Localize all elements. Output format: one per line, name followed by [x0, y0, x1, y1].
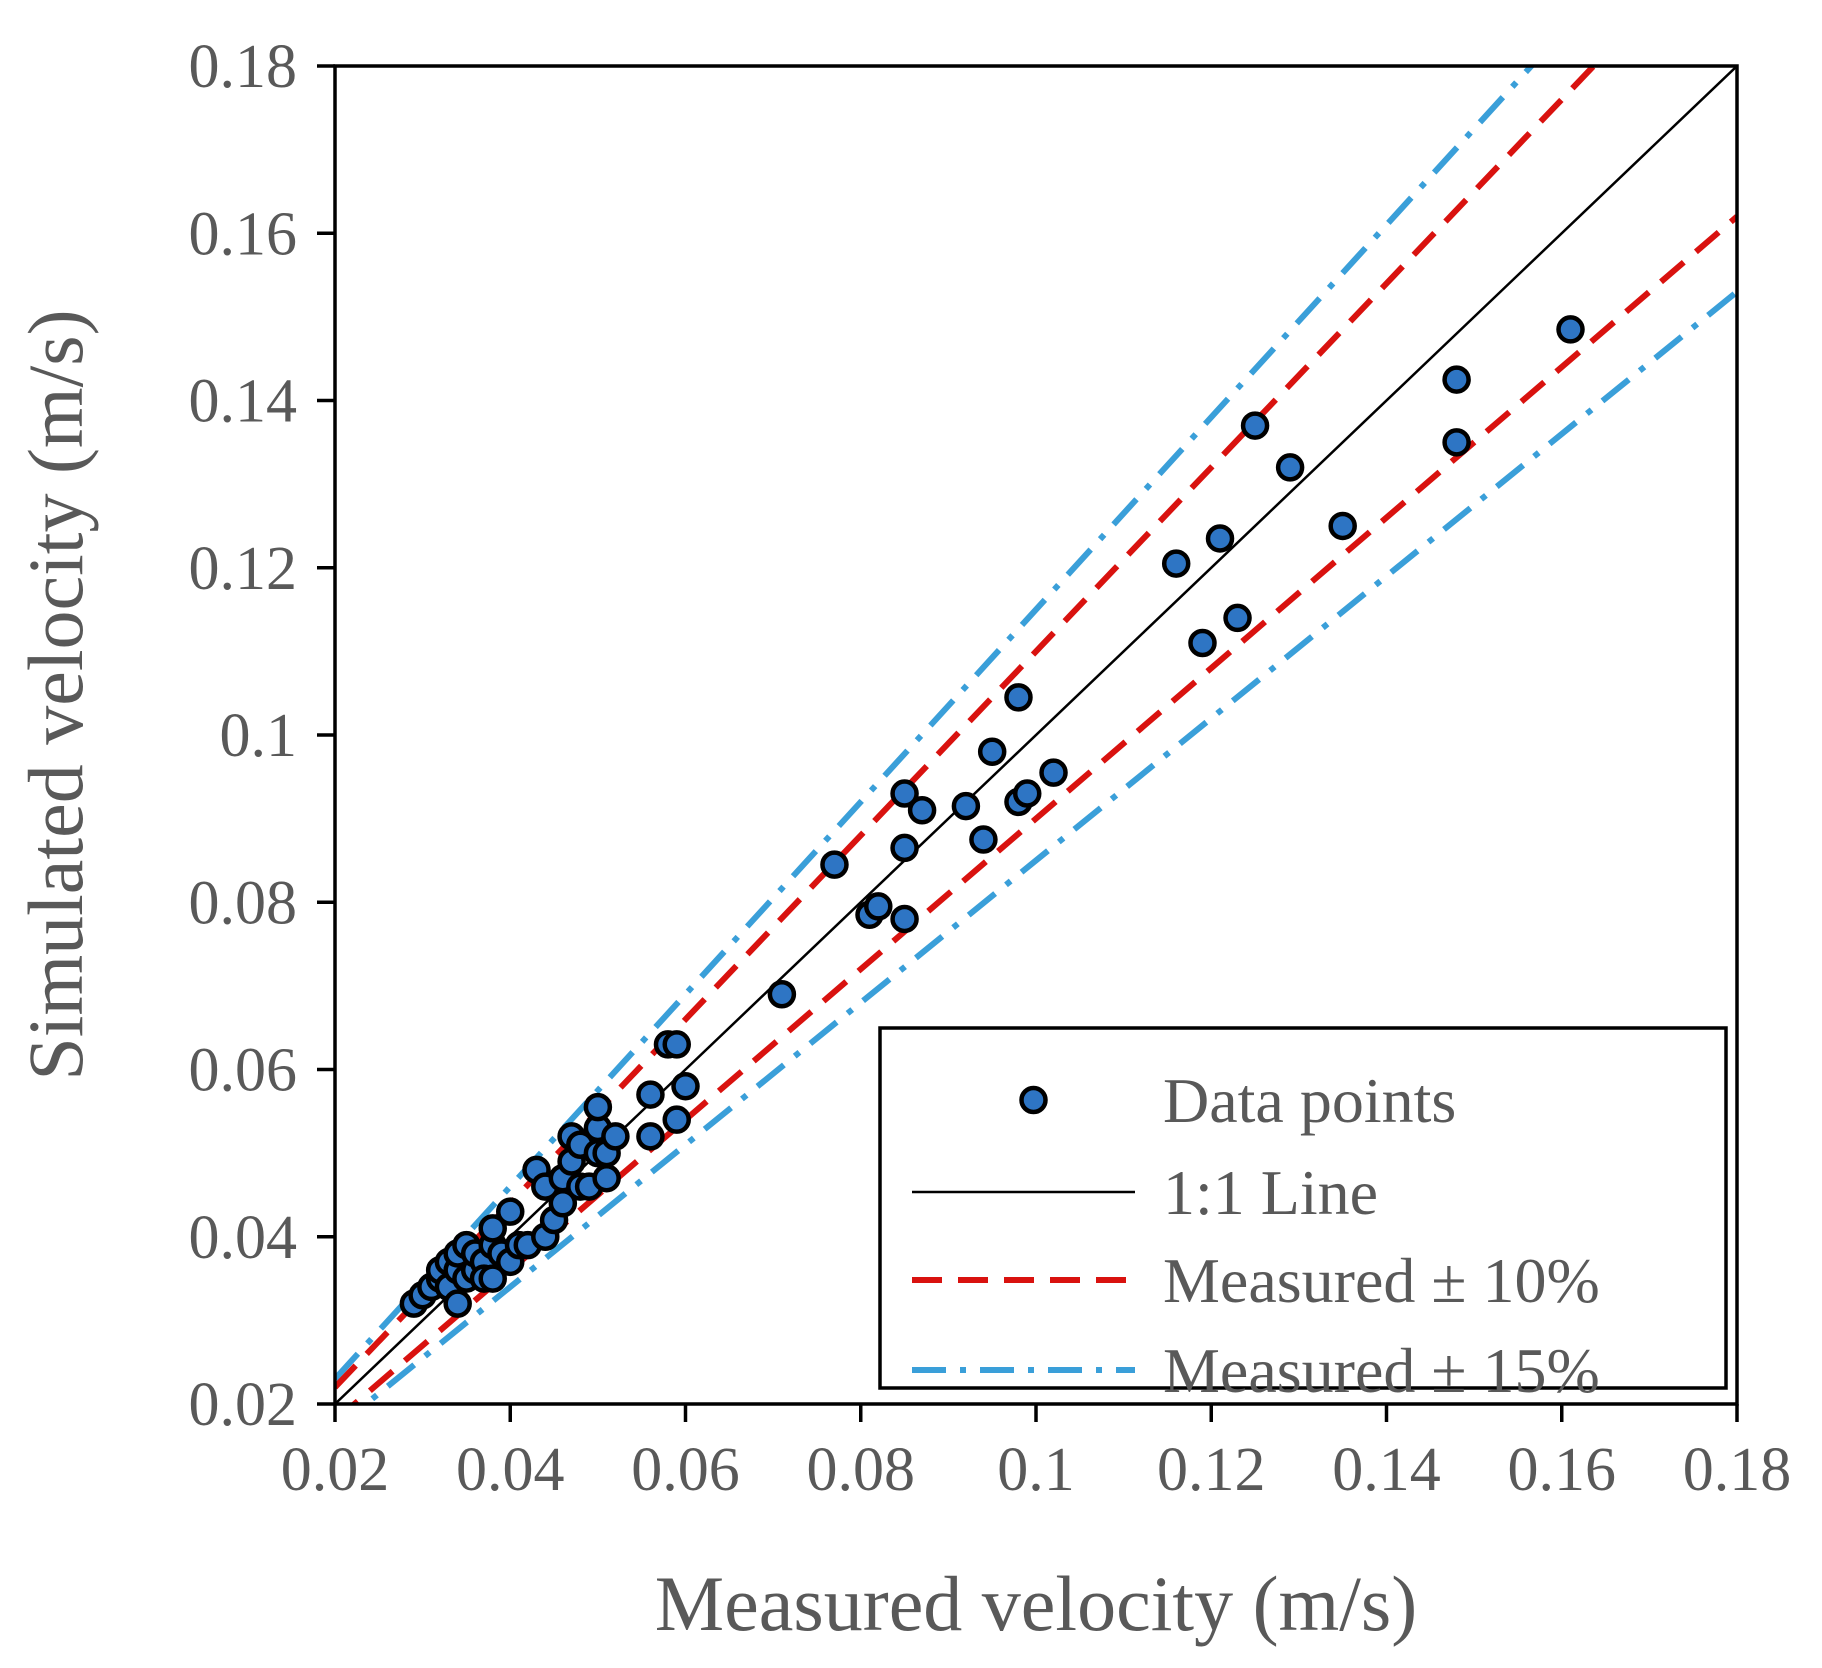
legend-marker-icon — [1019, 1085, 1048, 1115]
data-point — [662, 1105, 691, 1134]
y-tick-label: 0.08 — [189, 869, 298, 937]
x-tick-label: 0.16 — [1508, 1436, 1617, 1504]
y-tick-label: 0.06 — [189, 1037, 298, 1105]
y-tick-label: 0.16 — [189, 200, 298, 268]
y-tick-label: 0.1 — [220, 702, 298, 770]
y-tick-label: 0.02 — [189, 1371, 298, 1439]
data-point — [951, 791, 981, 821]
data-point — [592, 1163, 621, 1193]
data-point — [969, 825, 998, 854]
legend: Data points 1:1 Line Measured ± 10% Measure… — [878, 1026, 1728, 1406]
x-tick-label: 0.08 — [807, 1436, 916, 1504]
data-point — [907, 796, 937, 825]
x-tick-label: 0.04 — [456, 1436, 565, 1504]
y-tick-label: 0.14 — [189, 368, 298, 436]
data-point — [1161, 549, 1191, 578]
legend-label: Measured ± 15% — [1163, 1335, 1600, 1406]
data-point — [890, 904, 919, 934]
y-axis-title: Simulated velocity (m/s) — [12, 309, 99, 1080]
data-point — [443, 1289, 472, 1318]
data-point — [977, 737, 1007, 766]
legend-label: Data points — [1163, 1065, 1456, 1136]
data-point — [1328, 511, 1357, 541]
data-point — [767, 979, 797, 1009]
y-tick-label: 0.04 — [189, 1204, 298, 1272]
data-point — [601, 1122, 630, 1151]
data-point — [1188, 628, 1217, 658]
data-point — [671, 1071, 700, 1101]
data-point — [1556, 315, 1585, 344]
y-tick-label: 0.18 — [189, 33, 298, 101]
data-point — [662, 1030, 691, 1059]
x-axis-title: Measured velocity (m/s) — [655, 1560, 1417, 1647]
legend-label: Measured ± 10% — [1163, 1245, 1600, 1316]
x-tick-label: 0.12 — [1157, 1436, 1266, 1504]
lower-15-percent-line — [361, 289, 1737, 1404]
data-point — [478, 1264, 507, 1293]
data-point — [496, 1197, 525, 1226]
data-point — [636, 1122, 665, 1151]
data-point — [1223, 603, 1252, 633]
data-point — [1275, 453, 1305, 482]
data-point — [1012, 779, 1042, 808]
legend-box — [878, 1026, 1728, 1390]
x-tick-label: 0.02 — [281, 1436, 390, 1504]
data-point — [890, 833, 919, 863]
data-point — [478, 1214, 507, 1243]
data-point — [1240, 411, 1270, 440]
y-axis-ticks: 0.02 0.04 0.06 0.08 0.1 0.12 0.14 0.16 0.18 — [189, 33, 335, 1439]
data-point — [890, 779, 919, 808]
x-tick-label: 0.06 — [631, 1436, 740, 1504]
data-points — [399, 315, 1585, 1318]
lower-10-percent-line — [349, 214, 1737, 1404]
x-tick-label: 0.14 — [1332, 1436, 1441, 1504]
y-tick-label: 0.12 — [189, 535, 298, 603]
x-axis-ticks: 0.02 0.04 0.06 0.08 0.1 0.12 0.14 0.16 0.18 — [281, 1404, 1792, 1504]
legend-label: 1:1 Line — [1163, 1157, 1378, 1228]
x-tick-label: 0.18 — [1683, 1436, 1792, 1504]
data-point — [1442, 428, 1471, 457]
x-tick-label: 0.1 — [997, 1436, 1075, 1504]
data-point — [1004, 683, 1033, 712]
data-point — [864, 892, 893, 921]
data-point — [636, 1080, 665, 1109]
data-point — [1039, 758, 1068, 787]
data-point — [583, 1092, 613, 1122]
data-point — [820, 850, 849, 879]
data-point — [1442, 365, 1471, 394]
data-point — [1205, 524, 1235, 553]
